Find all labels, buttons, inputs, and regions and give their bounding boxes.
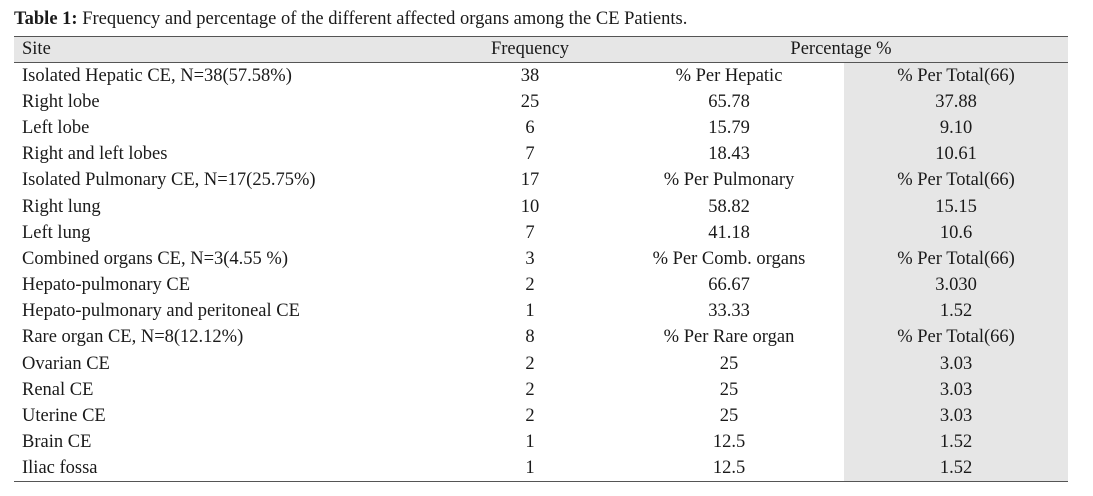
percent-group-cell: 25	[719, 353, 739, 374]
frequency-cell: 6	[525, 117, 535, 138]
frequency-cell: 7	[525, 144, 535, 165]
frequency-cell: 17	[520, 170, 540, 191]
table-row: Isolated Hepatic CE, N=38(57.58%) 38 % Per…	[14, 62, 1068, 89]
table-row: Renal CE 2 25 3.03	[14, 376, 1068, 403]
percent-total-cell: 3.03	[844, 350, 1068, 377]
frequency-cell: 1	[525, 458, 535, 479]
frequency-cell: 2	[525, 379, 535, 400]
table-header: Site Frequency Percentage %	[14, 36, 1068, 63]
frequency-cell: 38	[520, 65, 540, 86]
percent-total-cell: % Per Total(66)	[844, 167, 1068, 194]
percent-total-cell: 15.15	[844, 193, 1068, 220]
table-row: Ovarian CE 2 25 3.03	[14, 350, 1068, 377]
percent-total-cell: 37.88	[844, 88, 1068, 115]
percent-group-cell: 33.33	[708, 301, 750, 322]
affected-organs-table: Site Frequency Percentage % Isolated Hep…	[14, 36, 1068, 482]
frequency-cell: 8	[525, 327, 535, 348]
site-cell: Rare organ CE, N=8(12.12%)	[22, 327, 244, 348]
table-row: Right lung 10 58.82 15.15	[14, 193, 1068, 220]
percent-total-cell: % Per Total(66)	[844, 324, 1068, 351]
table-row: Isolated Pulmonary CE, N=17(25.75%) 17 % P…	[14, 167, 1068, 194]
table-row: Hepato-pulmonary CE 2 66.67 3.030	[14, 272, 1068, 299]
percent-group-cell: 25	[719, 406, 739, 427]
site-cell: Right lung	[22, 196, 101, 217]
percent-group-cell: 25	[719, 379, 739, 400]
frequency-cell: 2	[525, 406, 535, 427]
site-cell: Hepato-pulmonary CE	[22, 275, 190, 296]
table-row: Rare organ CE, N=8(12.12%) 8 % Per Rare or…	[14, 324, 1068, 351]
percent-group-cell: 15.79	[708, 117, 750, 138]
table-row: Left lobe 6 15.79 9.10	[14, 114, 1068, 142]
site-cell: Right lobe	[22, 91, 100, 112]
percent-group-cell: 58.82	[708, 196, 750, 217]
header-frequency: Frequency	[490, 39, 570, 59]
frequency-cell: 2	[525, 275, 535, 296]
percent-total-cell: 9.10	[844, 114, 1068, 142]
percent-group-cell: 65.78	[708, 91, 750, 112]
frequency-cell: 2	[525, 353, 535, 374]
table-row: Iliac fossa 1 12.5 1.52	[14, 455, 1068, 482]
table-row: Uterine CE 2 25 3.03	[14, 402, 1068, 430]
percent-group-cell: 41.18	[708, 222, 750, 243]
percent-total-cell: 1.52	[844, 429, 1068, 456]
percent-total-cell: % Per Total(66)	[844, 62, 1068, 89]
percent-total-cell: % Per Total(66)	[844, 245, 1068, 272]
frequency-cell: 10	[520, 196, 540, 217]
site-cell: Isolated Pulmonary CE, N=17(25.75%)	[22, 170, 316, 191]
site-cell: Left lung	[22, 222, 91, 243]
percent-total-cell: 1.52	[844, 455, 1068, 482]
site-cell: Renal CE	[22, 379, 94, 400]
percent-total-cell: 3.030	[844, 272, 1068, 299]
percent-total-cell: 10.61	[844, 141, 1068, 168]
table-caption-label: Table 1:	[14, 9, 78, 29]
table-row: Brain CE 1 12.5 1.52	[14, 429, 1068, 456]
site-cell: Brain CE	[22, 432, 92, 453]
table-row: Right and left lobes 7 18.43 10.61	[14, 141, 1068, 168]
percent-group-cell: 66.67	[708, 275, 750, 296]
frequency-cell: 1	[525, 301, 535, 322]
percent-group-cell: 18.43	[708, 144, 750, 165]
frequency-cell: 3	[525, 248, 535, 269]
site-cell: Combined organs CE, N=3(4.55 %)	[22, 248, 288, 269]
table-row: Right lobe 25 65.78 37.88	[14, 88, 1068, 115]
percent-group-cell: 12.5	[712, 432, 746, 453]
percent-group-cell: % Per Hepatic	[675, 65, 783, 86]
table-row: Combined organs CE, N=3(4.55 %) 3 % Per Co…	[14, 245, 1068, 272]
site-cell: Right and left lobes	[22, 144, 168, 165]
percent-total-cell: 1.52	[844, 298, 1068, 325]
percent-total-cell: 3.03	[844, 402, 1068, 430]
table-row: Left lung 7 41.18 10.6	[14, 219, 1068, 246]
site-cell: Iliac fossa	[22, 458, 98, 479]
table-row: Hepato-pulmonary and peritoneal CE 1 33.33…	[14, 298, 1068, 325]
percent-group-cell: % Per Comb. organs	[652, 248, 806, 269]
percent-group-cell: 12.5	[712, 458, 746, 479]
site-cell: Hepato-pulmonary and peritoneal CE	[22, 301, 300, 322]
site-cell: Isolated Hepatic CE, N=38(57.58%)	[22, 65, 292, 86]
site-cell: Uterine CE	[22, 406, 106, 427]
table-caption: Table 1: Frequency and percentage of the…	[14, 7, 687, 31]
percent-group-cell: % Per Rare organ	[663, 327, 795, 348]
percent-total-cell: 10.6	[844, 219, 1068, 246]
site-cell: Left lobe	[22, 117, 90, 138]
frequency-cell: 1	[525, 432, 535, 453]
site-cell: Ovarian CE	[22, 353, 110, 374]
table-caption-text: Frequency and percentage of the differen…	[82, 9, 688, 29]
percent-total-cell: 3.03	[844, 376, 1068, 403]
frequency-cell: 25	[520, 91, 540, 112]
frequency-cell: 7	[525, 222, 535, 243]
header-row: Site Frequency Percentage %	[14, 36, 1068, 63]
header-percentage: Percentage %	[790, 39, 892, 59]
percent-group-cell: % Per Pulmonary	[663, 170, 795, 191]
header-site: Site	[22, 39, 51, 59]
table-body: Isolated Hepatic CE, N=38(57.58%) 38% Per…	[14, 62, 1068, 482]
